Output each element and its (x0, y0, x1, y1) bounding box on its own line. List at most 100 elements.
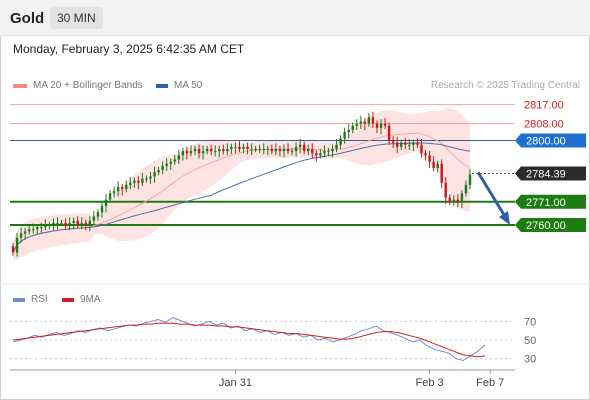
candle-body (274, 149, 278, 152)
candle-body (416, 142, 419, 145)
candle-body (331, 149, 334, 152)
x-tick-jan-31: Jan 31 (219, 377, 252, 389)
candle-body (412, 142, 415, 145)
candle-body (157, 170, 160, 173)
candle-body (92, 216, 96, 221)
candle-body (302, 144, 306, 152)
legend-9ma: 9MA (62, 294, 101, 305)
candle-body (460, 193, 464, 202)
legend-ma50: MA 50 (156, 80, 202, 91)
rsi-series-rsi (12, 317, 486, 362)
level-label-2800.00: 2800.00 (526, 136, 566, 148)
legend-9ma-label: 9MA (80, 294, 101, 305)
level-label-2817.00: 2817.00 (524, 100, 564, 112)
candle-body (129, 182, 132, 185)
candle-body (48, 225, 51, 226)
candle-body (15, 237, 19, 253)
candle-body (88, 220, 92, 225)
candle-body (72, 220, 75, 223)
candle-body (371, 117, 375, 124)
candle-body (448, 197, 451, 202)
candle-body (246, 146, 249, 149)
candle-body (323, 151, 326, 154)
candle-body (290, 151, 294, 153)
candle-body (327, 151, 330, 153)
candle-body (27, 229, 31, 232)
candle-body (181, 151, 185, 156)
level-tag-2771.00 (515, 194, 586, 209)
candle-body (36, 227, 39, 230)
candle-body (165, 163, 168, 166)
candle-body (315, 153, 318, 156)
candle-body (205, 149, 209, 152)
candle-body (189, 151, 193, 154)
candle-body (468, 174, 472, 185)
rsi-tick-30: 30 (524, 354, 536, 366)
candle-body (347, 130, 350, 133)
candle-body (391, 140, 395, 143)
candle-body (270, 149, 274, 152)
candle-body (149, 176, 152, 179)
candle-body (258, 149, 261, 150)
candle-body (161, 165, 164, 171)
candle-body (363, 121, 367, 124)
candle-body (436, 163, 439, 168)
rsi-series-9ma (12, 322, 486, 358)
legend-rsi: RSI (13, 294, 48, 305)
forecast-arrow-shaft (476, 171, 508, 219)
candle-body (11, 246, 15, 253)
candle-body (64, 222, 67, 225)
candle-body (355, 123, 358, 126)
candle-body (339, 138, 342, 145)
candle-body (116, 187, 120, 192)
x-tick-feb-7: Feb 7 (476, 377, 504, 389)
legend-ma50-swatch (156, 83, 168, 88)
candle-body (343, 132, 346, 139)
candle-body (52, 222, 55, 225)
candle-body (185, 151, 189, 154)
candle-body (137, 180, 140, 183)
level-label-2760.00: 2760.00 (526, 220, 566, 232)
interval-button[interactable]: 30 MIN (50, 7, 103, 29)
forecast-arrow-head (499, 211, 510, 225)
candle-body (278, 149, 282, 152)
current-price-label: 2784.39 (526, 169, 566, 181)
x-tick-feb-3: Feb 3 (415, 377, 443, 389)
candle-body (375, 123, 379, 128)
candle-body (84, 222, 88, 225)
candle-body (250, 149, 253, 150)
candle-body (367, 117, 371, 124)
candle-body (230, 146, 233, 149)
level-label-2771.00: 2771.00 (526, 197, 566, 209)
rsi-tick-70: 70 (524, 316, 536, 328)
candle-body (335, 144, 338, 149)
candle-body (242, 146, 245, 149)
candle-body (351, 125, 354, 130)
candle-body (76, 220, 79, 225)
level-tag-2760.00 (515, 218, 586, 232)
rsi-tick-50: 50 (524, 335, 536, 347)
bollinger-band (13, 108, 470, 261)
candle-body (197, 149, 201, 154)
candle-body (120, 187, 124, 190)
candle-body (424, 153, 427, 156)
legend-rsi-swatch (13, 297, 25, 302)
candle-body (213, 151, 217, 153)
candle-body (209, 149, 213, 152)
candle-body (60, 222, 63, 224)
candle-body (169, 161, 172, 164)
candle-body (218, 149, 221, 152)
legend-ma50-label: MA 50 (174, 80, 203, 91)
candle-body (440, 163, 443, 183)
candle-body (311, 149, 314, 154)
candle-body (238, 146, 241, 149)
candle-body (125, 184, 128, 190)
candle-body (266, 149, 270, 150)
level-tag-2800.00 (515, 133, 586, 148)
candle-body (234, 146, 237, 148)
candle-body (428, 155, 431, 162)
candle-body (404, 142, 407, 145)
candle-body (444, 182, 447, 198)
candle-body (32, 229, 35, 231)
